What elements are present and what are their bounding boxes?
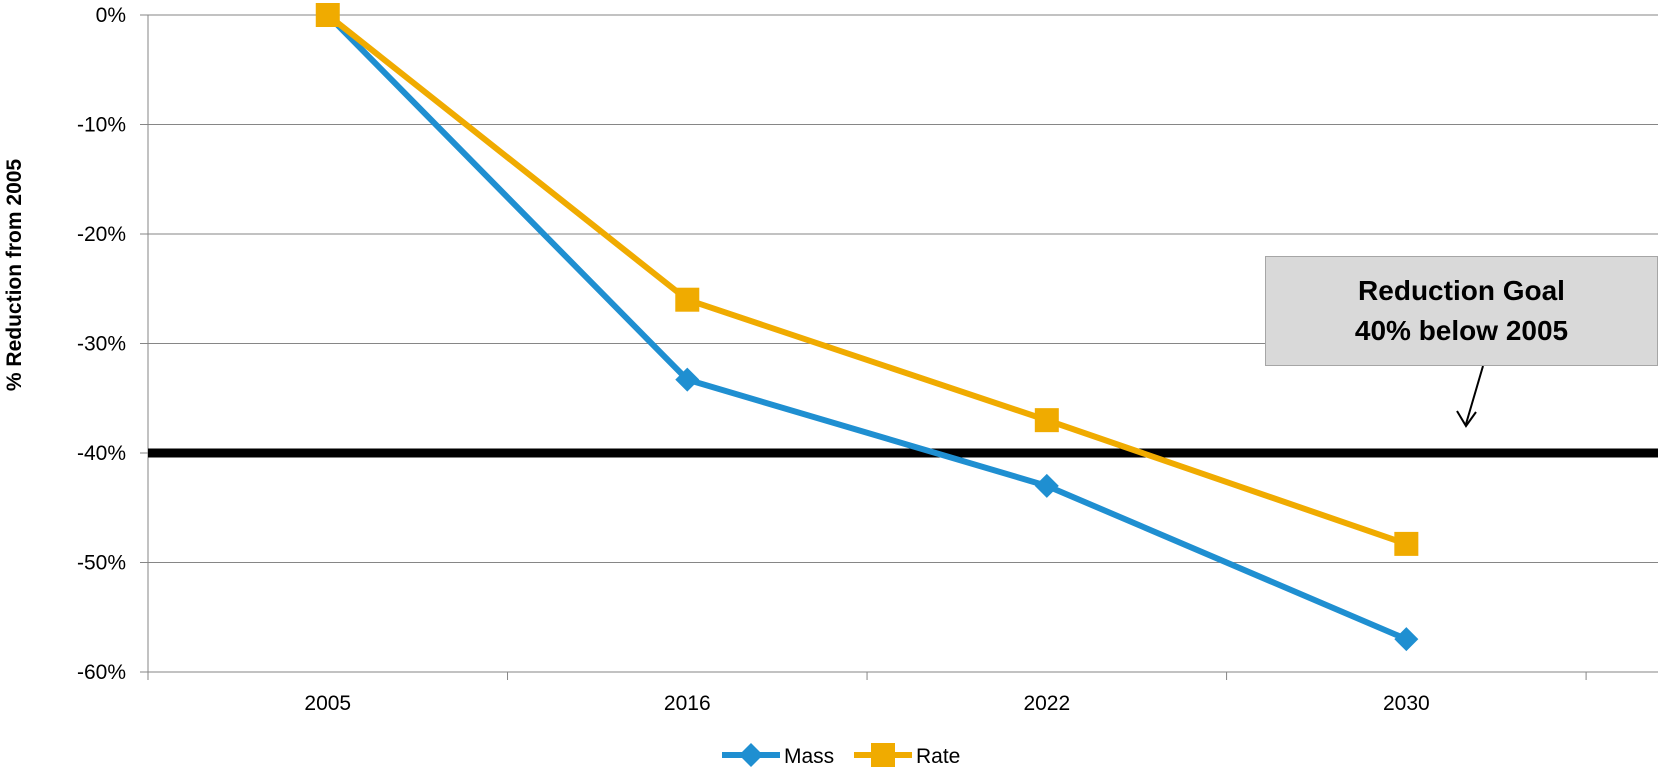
point-rate-2022 — [1034, 408, 1059, 433]
y-tick-label: -30% — [77, 333, 126, 356]
point-mass-2030 — [1394, 627, 1419, 652]
point-mass-2016 — [675, 367, 700, 392]
callout-line-1: Reduction Goal — [1358, 275, 1565, 306]
legend-swatch-marker — [739, 743, 763, 767]
point-rate-2005 — [315, 3, 340, 27]
y-axis-ticks: 0% -10% -20% -30% -40% -50% -60% — [77, 4, 148, 684]
y-tick-label: -60% — [77, 661, 126, 684]
y-tick-label: -20% — [77, 223, 126, 246]
y-tick-label: -50% — [77, 552, 126, 575]
x-tick-label: 2016 — [664, 692, 711, 715]
legend-swatch-marker — [871, 743, 895, 767]
legend-label: Rate — [916, 745, 960, 768]
y-axis-title: % Reduction from 2005 — [3, 159, 26, 392]
series-mass — [315, 3, 1419, 652]
series-rate — [315, 3, 1419, 556]
x-axis: 2005 2016 2022 2030 — [147, 15, 1658, 715]
y-tick-label: -40% — [77, 442, 126, 465]
legend-item-mass: Mass — [722, 743, 834, 768]
point-mass-2022 — [1034, 473, 1059, 498]
y-tick-label: 0% — [96, 4, 126, 27]
legend: Mass Rate — [722, 743, 960, 768]
series-lines — [315, 3, 1419, 652]
series-line-mass — [325, 12, 1408, 642]
legend-item-rate: Rate — [854, 743, 960, 768]
reduction-goal-callout: Reduction Goal 40% below 2005 — [1265, 256, 1658, 366]
annotation-arrow — [1465, 365, 1484, 425]
series-line-rate — [325, 12, 1408, 547]
point-rate-2030 — [1394, 531, 1419, 556]
x-tick-label: 2022 — [1023, 692, 1070, 715]
point-rate-2016 — [675, 287, 700, 312]
y-tick-label: -10% — [77, 114, 126, 137]
callout-line-2: 40% below 2005 — [1354, 315, 1569, 346]
annotation-arrowhead — [1456, 410, 1477, 428]
x-tick-label: 2030 — [1383, 692, 1430, 715]
legend-label: Mass — [784, 745, 834, 768]
x-tick-label: 2005 — [304, 692, 351, 715]
